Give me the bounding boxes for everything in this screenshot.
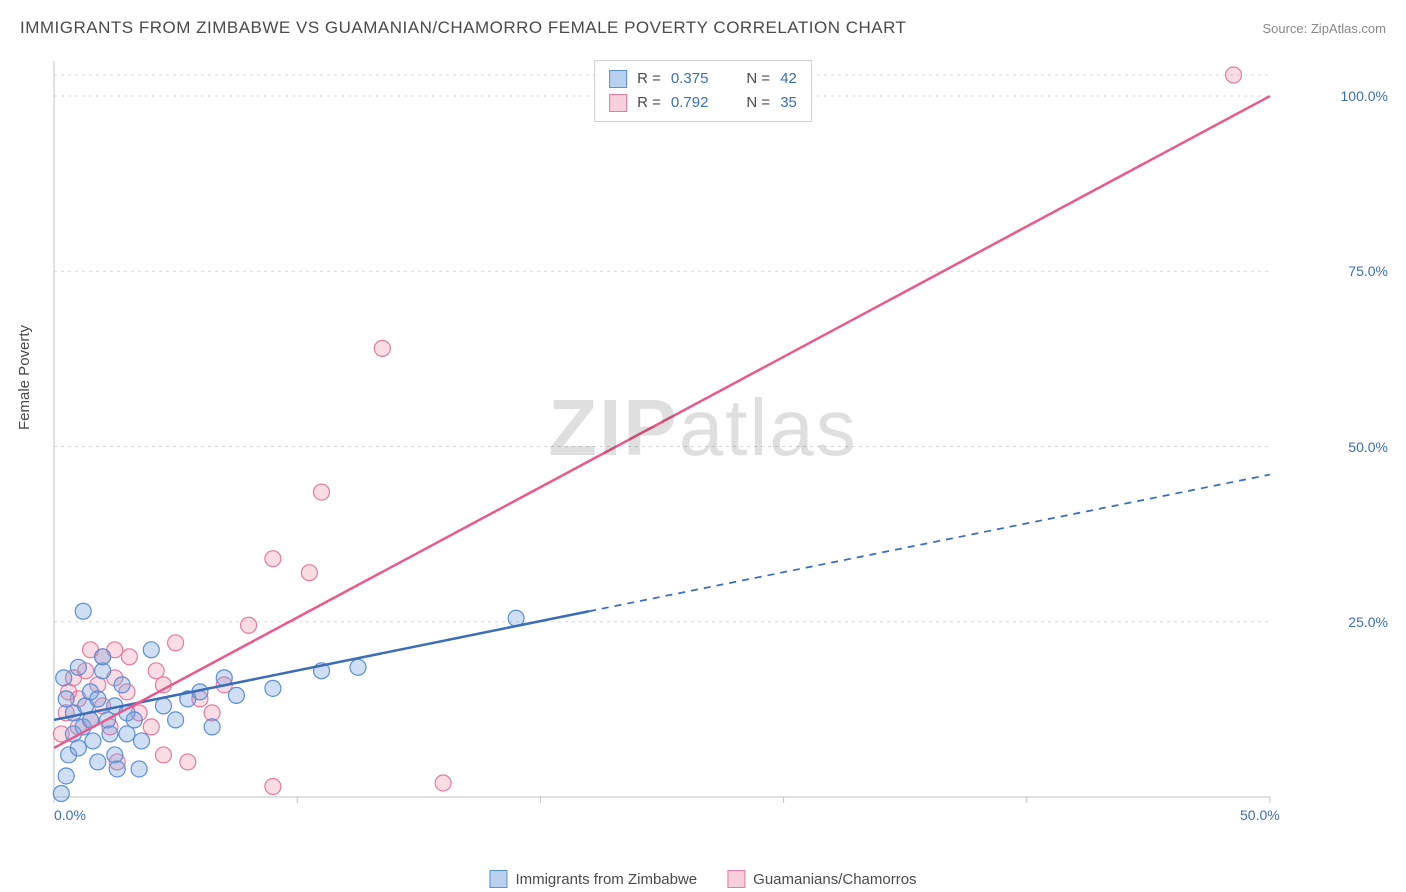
n-label: N = xyxy=(746,91,770,115)
legend-label-zimbabwe: Immigrants from Zimbabwe xyxy=(515,871,697,888)
y-tick-label: 25.0% xyxy=(1348,614,1388,630)
swatch-guamanian xyxy=(609,94,627,112)
swatch-guamanian-icon xyxy=(727,870,745,888)
n-value-zimbabwe: 42 xyxy=(780,67,797,91)
y-tick-label: 50.0% xyxy=(1348,439,1388,455)
chart-plot-area xyxy=(50,55,1340,825)
legend-item-zimbabwe: Immigrants from Zimbabwe xyxy=(489,870,697,888)
correlation-legend: R = 0.375 N = 42 R = 0.792 N = 35 xyxy=(594,60,812,122)
y-tick-label: 75.0% xyxy=(1348,263,1388,279)
x-tick-label: 0.0% xyxy=(54,807,86,823)
n-value-guamanian: 35 xyxy=(780,91,797,115)
series-legend: Immigrants from Zimbabwe Guamanians/Cham… xyxy=(489,870,916,888)
source-value: ZipAtlas.com xyxy=(1311,21,1386,36)
legend-row-zimbabwe: R = 0.375 N = 42 xyxy=(609,67,797,91)
swatch-zimbabwe xyxy=(609,70,627,88)
y-axis-label: Female Poverty xyxy=(16,325,33,430)
r-value-guamanian: 0.792 xyxy=(671,91,709,115)
chart-title: IMMIGRANTS FROM ZIMBABWE VS GUAMANIAN/CH… xyxy=(20,18,906,38)
chart-header: IMMIGRANTS FROM ZIMBABWE VS GUAMANIAN/CH… xyxy=(20,18,1386,38)
legend-row-guamanian: R = 0.792 N = 35 xyxy=(609,91,797,115)
n-label: N = xyxy=(746,67,770,91)
y-tick-label: 100.0% xyxy=(1341,88,1388,104)
source-attribution: Source: ZipAtlas.com xyxy=(1262,21,1386,36)
legend-label-guamanian: Guamanians/Chamorros xyxy=(753,871,916,888)
swatch-zimbabwe-icon xyxy=(489,870,507,888)
r-label: R = xyxy=(637,91,661,115)
r-value-zimbabwe: 0.375 xyxy=(671,67,709,91)
legend-item-guamanian: Guamanians/Chamorros xyxy=(727,870,916,888)
x-tick-label: 50.0% xyxy=(1240,807,1280,823)
source-label: Source: xyxy=(1262,21,1310,36)
r-label: R = xyxy=(637,67,661,91)
chart-svg xyxy=(50,55,1340,825)
